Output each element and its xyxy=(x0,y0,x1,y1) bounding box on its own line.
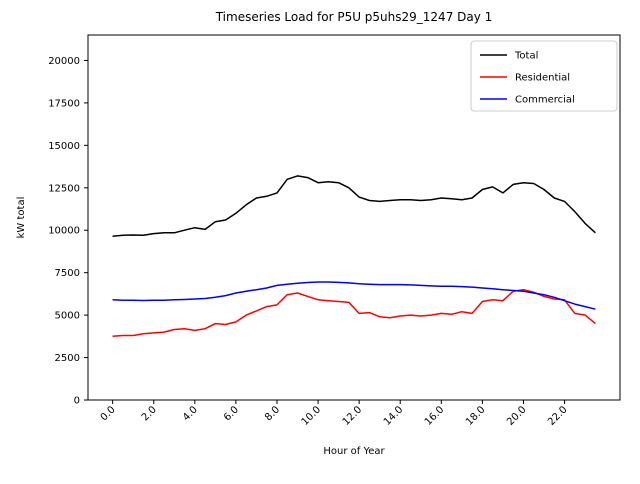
legend-label-total: Total xyxy=(514,51,538,62)
y-tick-label: 2500 xyxy=(55,353,80,364)
x-axis-label: Hour of Year xyxy=(323,446,385,457)
x-tick-label: 16.0 xyxy=(423,404,447,428)
x-tick-label: 20.0 xyxy=(505,404,529,428)
x-tick-label: 8.0 xyxy=(263,404,282,423)
axes-frame xyxy=(87,34,621,401)
x-tick-label: 10.0 xyxy=(300,404,324,428)
y-tick-label: 20000 xyxy=(48,56,80,67)
y-tick-label: 7500 xyxy=(55,268,80,279)
y-tick-label: 0 xyxy=(74,396,80,407)
y-axis-label: kW total xyxy=(16,197,27,239)
series-line-residential xyxy=(112,288,596,338)
y-tick-label: 15000 xyxy=(48,141,80,152)
x-tick-label: 12.0 xyxy=(341,404,365,428)
legend-label-residential: Residential xyxy=(515,73,570,84)
x-tick-label: 18.0 xyxy=(464,404,488,428)
legend-box xyxy=(470,40,618,112)
legend-label-commercial: Commercial xyxy=(515,95,575,106)
series-line-commercial xyxy=(112,281,596,310)
x-tick-label: 4.0 xyxy=(181,404,200,423)
x-tick-label: 6.0 xyxy=(222,404,241,423)
chart-title: Timeseries Load for P5U p5uhs29_1247 Day… xyxy=(215,10,493,24)
series-line-total xyxy=(112,175,596,237)
x-tick-label: 0.0 xyxy=(99,404,118,423)
y-tick-label: 10000 xyxy=(48,226,80,237)
x-tick-label: 22.0 xyxy=(546,404,570,428)
y-tick-label: 17500 xyxy=(48,98,80,109)
y-tick-label: 5000 xyxy=(55,311,80,322)
x-tick-label: 14.0 xyxy=(382,404,406,428)
x-tick-label: 2.0 xyxy=(140,404,159,423)
y-tick-label: 12500 xyxy=(48,183,80,194)
